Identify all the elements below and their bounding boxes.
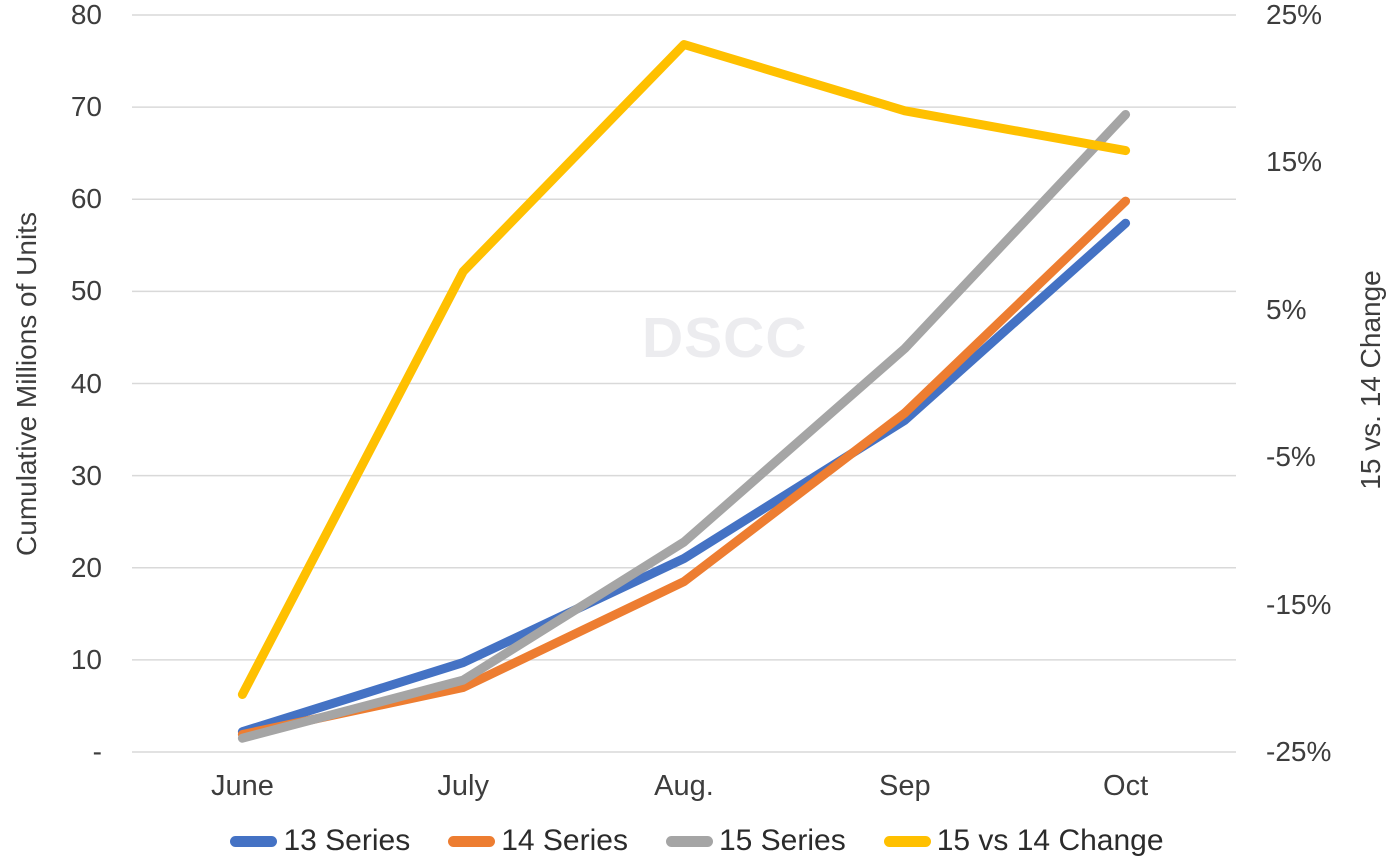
x-axis-label-sep: Sep	[878, 770, 931, 802]
x-axis-label-aug: Aug.	[654, 770, 714, 802]
legend-item-13-series: 13 Series	[230, 824, 410, 858]
left-axis-tick-label: 40	[70, 367, 102, 399]
right-axis-tick-label: 25%	[1266, 0, 1323, 30]
left-axis-tick-label: 80	[70, 0, 102, 30]
series-line-15-vs-14-change	[237, 40, 1131, 699]
right-axis-tick-label: 15%	[1266, 146, 1323, 178]
legend-item-15-vs-14-change: 15 vs 14 Change	[883, 824, 1164, 858]
left-axis-tick-label: 50	[70, 275, 102, 307]
legend-label: 15 Series	[718, 824, 846, 857]
right-axis-tick-label: -5%	[1266, 441, 1316, 473]
series-line-13-series	[237, 218, 1131, 737]
legend-swatch-icon	[230, 835, 278, 847]
right-axis-tick-label: -15%	[1266, 588, 1332, 620]
left-axis-tick-label: -	[92, 736, 102, 767]
legend-swatch-icon	[883, 835, 931, 847]
legend-label: 14 Series	[501, 824, 628, 857]
legend-label: 15 vs 14 Change	[936, 824, 1164, 857]
series-line-15-series	[237, 110, 1131, 743]
left-axis-tick-label: 60	[70, 183, 102, 215]
x-axis-label-june: June	[210, 770, 274, 802]
x-axis-label-oct: Oct	[1103, 770, 1149, 802]
left-axis-tick-label: 30	[70, 459, 102, 491]
right-axis-tick-label: -25%	[1266, 736, 1332, 767]
legend-item-15-series: 15 Series	[665, 824, 846, 858]
legend-swatch-icon	[665, 835, 713, 847]
legend-item-14-series: 14 Series	[448, 824, 628, 858]
legend-swatch-icon	[448, 835, 496, 847]
legend-label: 13 Series	[283, 824, 411, 857]
x-axis-label-july: July	[437, 770, 489, 802]
series-line-14-series	[237, 196, 1131, 739]
legend: 13 Series 14 Series 15 Series 15 vs 14 Chan…	[0, 824, 1394, 858]
watermark: DSCC	[642, 306, 808, 370]
left-axis-tick-label: 10	[70, 643, 102, 675]
left-axis-tick-label: 20	[70, 551, 102, 583]
left-axis-tick-label: 70	[70, 91, 102, 123]
right-axis-tick-label: 5%	[1266, 293, 1307, 325]
